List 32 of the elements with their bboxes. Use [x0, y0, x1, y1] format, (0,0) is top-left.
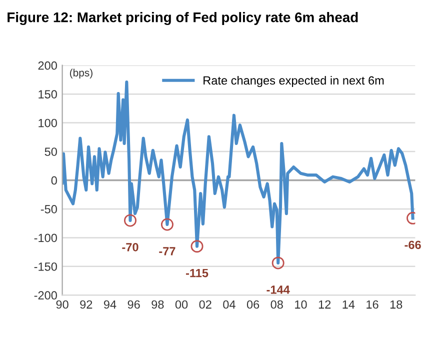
y-tick-label: -150 — [34, 262, 57, 271]
legend-label: Rate changes expected in next 6m — [204, 76, 384, 87]
x-tick-label: 10 — [295, 300, 307, 309]
x-tick-label: 04 — [223, 300, 236, 309]
x-tick-label: 96 — [128, 300, 140, 309]
annotation: -144 — [266, 286, 290, 294]
annotation: -66 — [404, 240, 421, 250]
x-tick-label: 12 — [318, 300, 331, 309]
x-tick-label: 06 — [246, 300, 260, 309]
y-tick-label: -200 — [34, 291, 57, 300]
annotation: -77 — [159, 247, 176, 256]
x-tick-label: 02 — [199, 300, 212, 309]
y-tick-label: -100 — [34, 234, 57, 242]
x-tick-label: 16 — [366, 300, 378, 309]
y-tick-label: 0 — [51, 176, 57, 185]
y-tick-label: 150 — [38, 90, 57, 98]
x-tick-label: 18 — [390, 300, 402, 309]
x-tick-label: 94 — [104, 300, 116, 309]
y-tick-label: 200 — [38, 61, 57, 70]
y-tick-label: -50 — [40, 205, 57, 214]
y-axis-title: (bps) — [70, 68, 92, 79]
y-tick-label: 50 — [44, 148, 57, 156]
y-tick-label: 100 — [38, 118, 57, 128]
x-tick-label: 00 — [175, 300, 188, 309]
x-tick-label: 98 — [152, 300, 164, 309]
x-tick-label: 92 — [80, 300, 92, 309]
x-tick-label: 14 — [342, 300, 355, 309]
chart-title: Figure 12: Market pricing of Fed policy rate 6m ahead — [8, 12, 358, 26]
annotation: -70 — [122, 243, 138, 252]
x-tick-label: 90 — [56, 300, 68, 309]
annotation: -115 — [186, 268, 208, 278]
x-tick-label: 08 — [270, 300, 283, 309]
